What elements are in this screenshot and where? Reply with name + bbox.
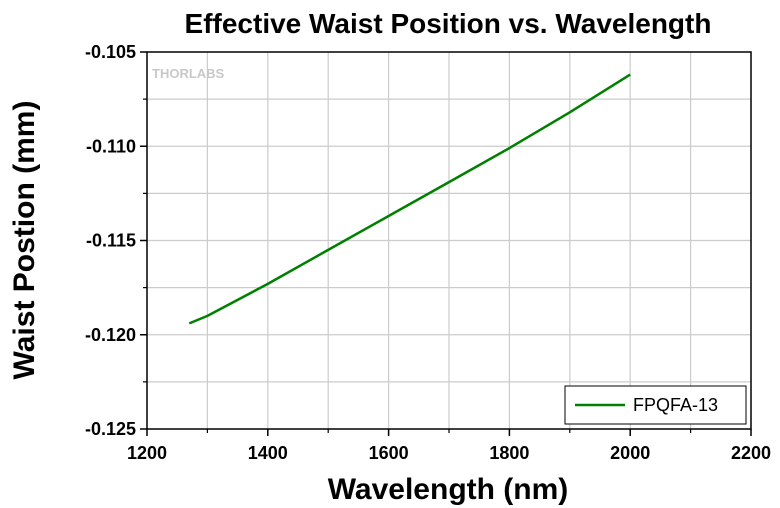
y-tick-label: -0.120: [85, 325, 136, 345]
x-tick-label: 1800: [489, 443, 529, 463]
axis-ticks: [140, 51, 752, 436]
series-line-fpqfa-13: [188, 73, 631, 325]
y-tick-label: -0.110: [86, 136, 136, 156]
x-axis-label: Wavelength (nm): [328, 473, 569, 506]
chart-title: Effective Waist Position vs. Wavelength: [185, 8, 712, 39]
grid: [147, 52, 751, 429]
series-layer: [188, 73, 631, 325]
x-tick-label: 2000: [610, 443, 650, 463]
legend-label: FPQFA-13: [633, 395, 718, 415]
thorlabs-logo-watermark: THORLABS: [152, 66, 225, 81]
y-tick-label: -0.115: [86, 231, 136, 251]
x-tick-label: 1600: [369, 443, 409, 463]
y-tick-label: -0.125: [85, 419, 136, 439]
legend: FPQFA-13: [564, 385, 747, 425]
x-tick-label: 2200: [731, 443, 771, 463]
x-tick-label: 1400: [248, 443, 288, 463]
y-tick-label: -0.105: [85, 42, 136, 62]
x-tick-label: 1200: [127, 443, 167, 463]
y-axis-label: Waist Postion (mm): [8, 101, 41, 380]
tick-labels: 1200 1400 1600 1800 2000 2200 -0.125 -0.120 -0.1…: [85, 42, 771, 463]
